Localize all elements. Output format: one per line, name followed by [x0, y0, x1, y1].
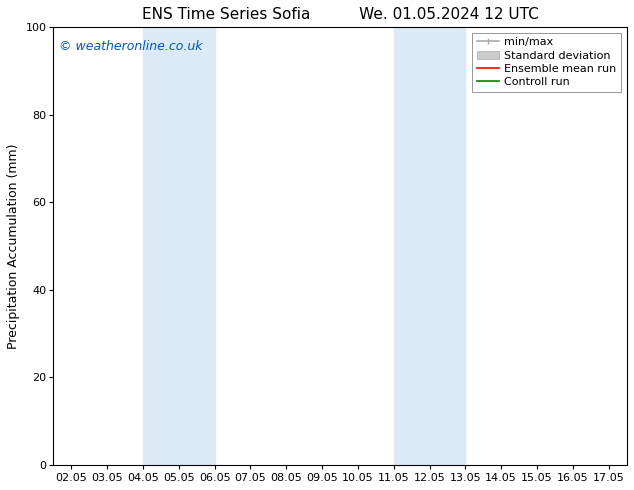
Text: © weatheronline.co.uk: © weatheronline.co.uk: [59, 40, 203, 53]
Legend: min/max, Standard deviation, Ensemble mean run, Controll run: min/max, Standard deviation, Ensemble me…: [472, 33, 621, 92]
Title: ENS Time Series Sofia          We. 01.05.2024 12 UTC: ENS Time Series Sofia We. 01.05.2024 12 …: [141, 7, 538, 22]
Bar: [143, 27, 215, 465]
Bar: [394, 27, 465, 465]
Y-axis label: Precipitation Accumulation (mm): Precipitation Accumulation (mm): [7, 143, 20, 349]
